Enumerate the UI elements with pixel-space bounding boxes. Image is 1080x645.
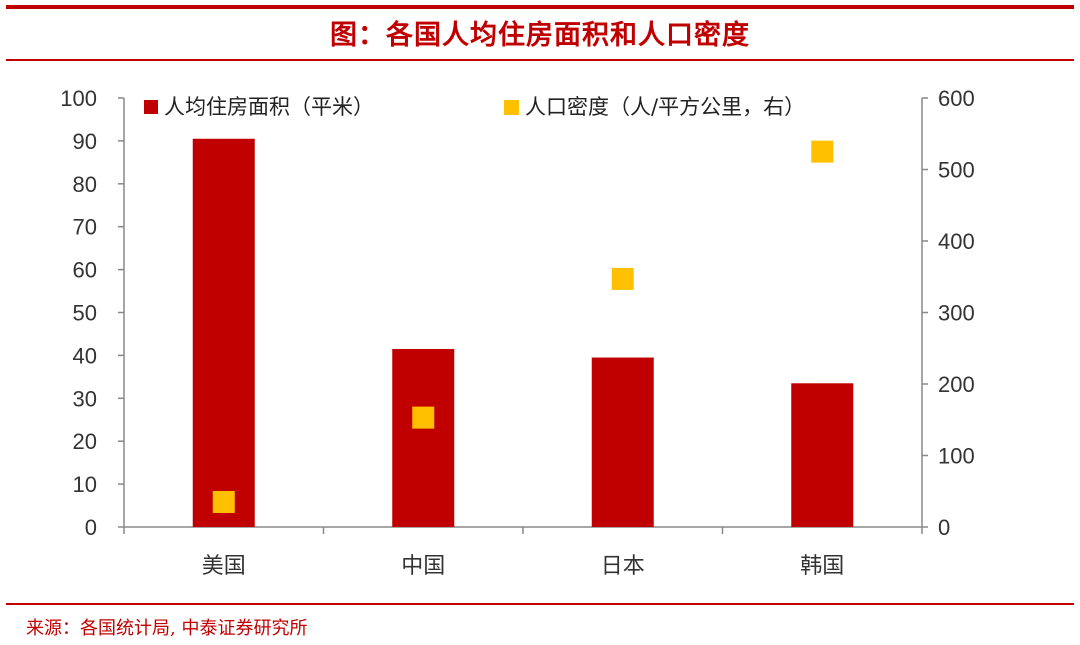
title-rule	[6, 59, 1074, 61]
x-category-label: 中国	[401, 554, 445, 579]
bar-area-3	[791, 383, 854, 527]
y-left-tick-label: 20	[73, 429, 97, 454]
bar-area-2	[591, 357, 654, 527]
density-marker-2	[611, 267, 634, 290]
density-marker-0	[212, 490, 235, 513]
x-category-label: 韩国	[800, 554, 844, 579]
legend-swatch-area	[144, 100, 158, 114]
y-left-tick-label: 50	[73, 301, 97, 326]
y-right-tick-label: 400	[938, 229, 975, 254]
chart-title: 图：各国人均住房面积和人口密度	[330, 20, 750, 51]
y-left-tick-label: 30	[73, 386, 97, 411]
bar-area-0	[192, 138, 255, 527]
x-category-label: 日本	[601, 554, 645, 579]
y-left-tick-label: 40	[73, 343, 97, 368]
bar-area-1	[392, 348, 455, 527]
source-note: 来源：各国统计局, 中泰证券研究所	[26, 618, 308, 639]
density-marker-3	[811, 140, 834, 163]
y-right-tick-label: 300	[938, 301, 975, 326]
y-left-tick-label: 80	[73, 172, 97, 197]
y-right-tick-label: 0	[938, 515, 950, 540]
legend-swatch-density	[504, 100, 519, 115]
bottom-rule	[6, 603, 1074, 605]
y-right-tick-label: 200	[938, 372, 975, 397]
y-right-tick-label: 100	[938, 444, 975, 469]
density-marker-1	[412, 406, 435, 429]
y-left-tick-label: 100	[60, 86, 97, 111]
y-left-tick-label: 60	[73, 258, 97, 283]
top-rule	[6, 5, 1074, 9]
y-left-tick-label: 10	[73, 472, 97, 497]
y-right-tick-label: 600	[938, 86, 975, 111]
y-left-tick-label: 90	[73, 129, 97, 154]
y-right-tick-label: 500	[938, 158, 975, 183]
y-left-tick-label: 0	[85, 515, 97, 540]
x-category-label: 美国	[202, 554, 246, 579]
legend-label-area: 人均住房面积（平米）	[164, 95, 374, 119]
legend-label-density: 人口密度（人/平方公里，右）	[525, 95, 805, 119]
y-left-tick-label: 70	[73, 215, 97, 240]
